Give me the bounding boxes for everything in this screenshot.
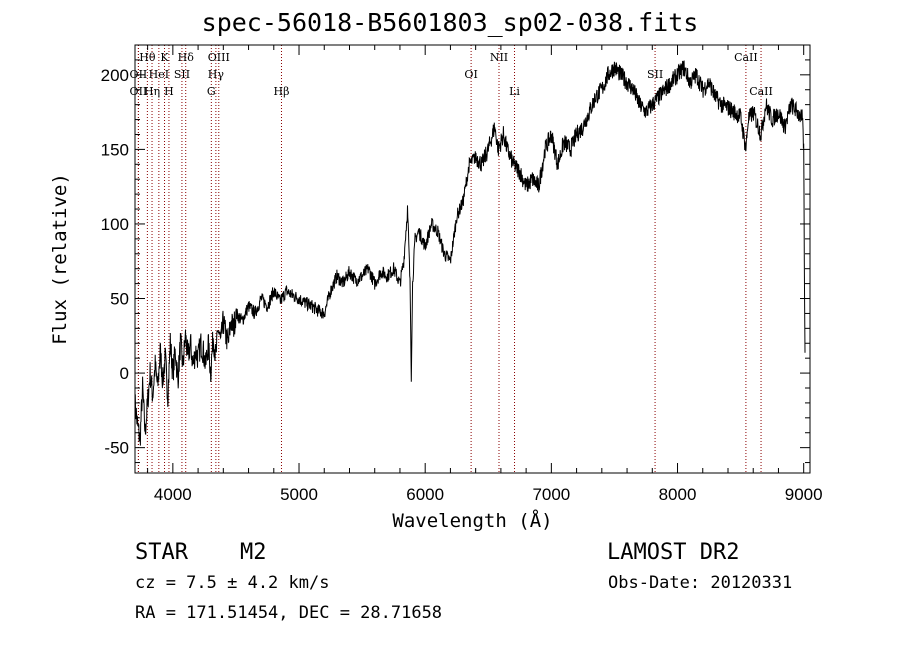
y-tick-label: 200 [101, 66, 129, 85]
y-axis-label: Flux (relative) [49, 173, 71, 345]
line-marker-label: K [160, 51, 169, 64]
x-tick-label: 7000 [532, 485, 570, 504]
x-axis-label: Wavelength (Å) [392, 510, 553, 532]
x-tick-label: 6000 [406, 485, 444, 504]
axis-ticks: 4000 5000 6000 7000 8000 9000 -50 0 50 100 150 200 [101, 44, 823, 504]
x-tick-label: 9000 [785, 485, 823, 504]
y-tick-label: 50 [110, 290, 129, 309]
object-class: STAR [135, 540, 188, 565]
y-tick-label: -50 [104, 439, 129, 458]
plot-frame [134, 44, 811, 474]
line-marker-layer [137, 45, 762, 473]
line-marker-label: G [207, 85, 216, 98]
x-tick-label: 4000 [154, 485, 192, 504]
spectrum-series [134, 60, 806, 446]
survey-name: LAMOST DR2 [607, 540, 740, 565]
observation-date: Obs-Date: 20120331 [608, 573, 793, 593]
line-marker-label: HeI [149, 68, 169, 81]
y-tick-label: 0 [120, 364, 129, 383]
line-marker-label: OII [130, 68, 148, 81]
redshift-velocity: cz = 7.5 ± 4.2 km/s [135, 573, 330, 593]
line-marker-label: Hβ [274, 85, 290, 98]
line-marker-label: Hη [144, 85, 160, 98]
line-marker-label: Hδ [178, 51, 195, 64]
line-marker-label: OI [464, 68, 477, 81]
line-marker-label: OII [130, 85, 148, 98]
chart-title: spec-56018-B5601803_sp02-038.fits [201, 8, 699, 37]
x-tick-label: 8000 [659, 485, 697, 504]
line-marker-label: Hθ [139, 51, 156, 64]
line-marker-label: OIII [208, 51, 230, 64]
coordinates: RA = 171.51454, DEC = 28.71658 [135, 603, 443, 623]
line-marker-label: SII [647, 68, 663, 81]
x-tick-label: 5000 [280, 485, 318, 504]
line-marker-label: Li [509, 85, 520, 98]
line-marker-label: NII [490, 51, 508, 64]
object-subclass: M2 [240, 540, 267, 565]
y-tick-label: 100 [101, 215, 129, 234]
line-marker-label: H [164, 85, 174, 98]
line-marker-label: Hγ [208, 68, 225, 81]
spectrum-line [134, 60, 806, 446]
line-marker-label: SII [174, 68, 190, 81]
y-tick-label: 150 [101, 140, 129, 159]
line-marker-label: CaII [734, 51, 758, 64]
line-marker-label: CaII [749, 85, 773, 98]
